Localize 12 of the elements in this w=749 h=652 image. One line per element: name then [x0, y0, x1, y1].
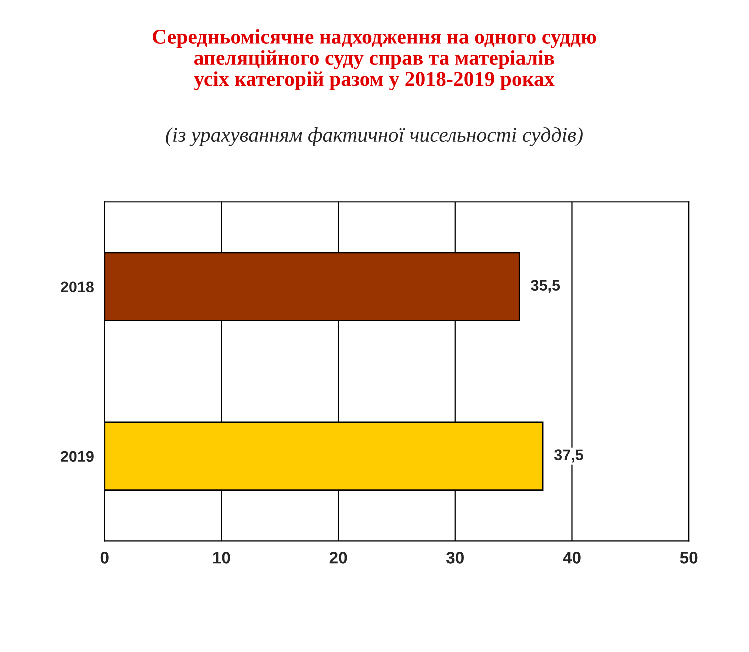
chart-subtitle: (із урахуванням фактичної чисельності суддів) [166, 127, 583, 146]
x-tick-label: 50 [680, 552, 698, 564]
data-label: 37,5 [554, 450, 584, 463]
x-tick-label: 40 [563, 552, 581, 564]
x-tick-label: 20 [330, 552, 348, 564]
y-tick-label: 2018 [60, 282, 94, 293]
x-tick-label: 10 [213, 552, 230, 564]
x-tick-label: 30 [446, 552, 464, 564]
x-tick-label: 0 [100, 552, 109, 564]
y-tick-label: 2019 [60, 451, 94, 462]
chart-title: Середньомісячне надходження на одного суддю апеляційного суду справ та матеріалів усіх категорій разом у 2018-2019 роках [153, 29, 596, 91]
data-label: 35,5 [531, 280, 560, 294]
